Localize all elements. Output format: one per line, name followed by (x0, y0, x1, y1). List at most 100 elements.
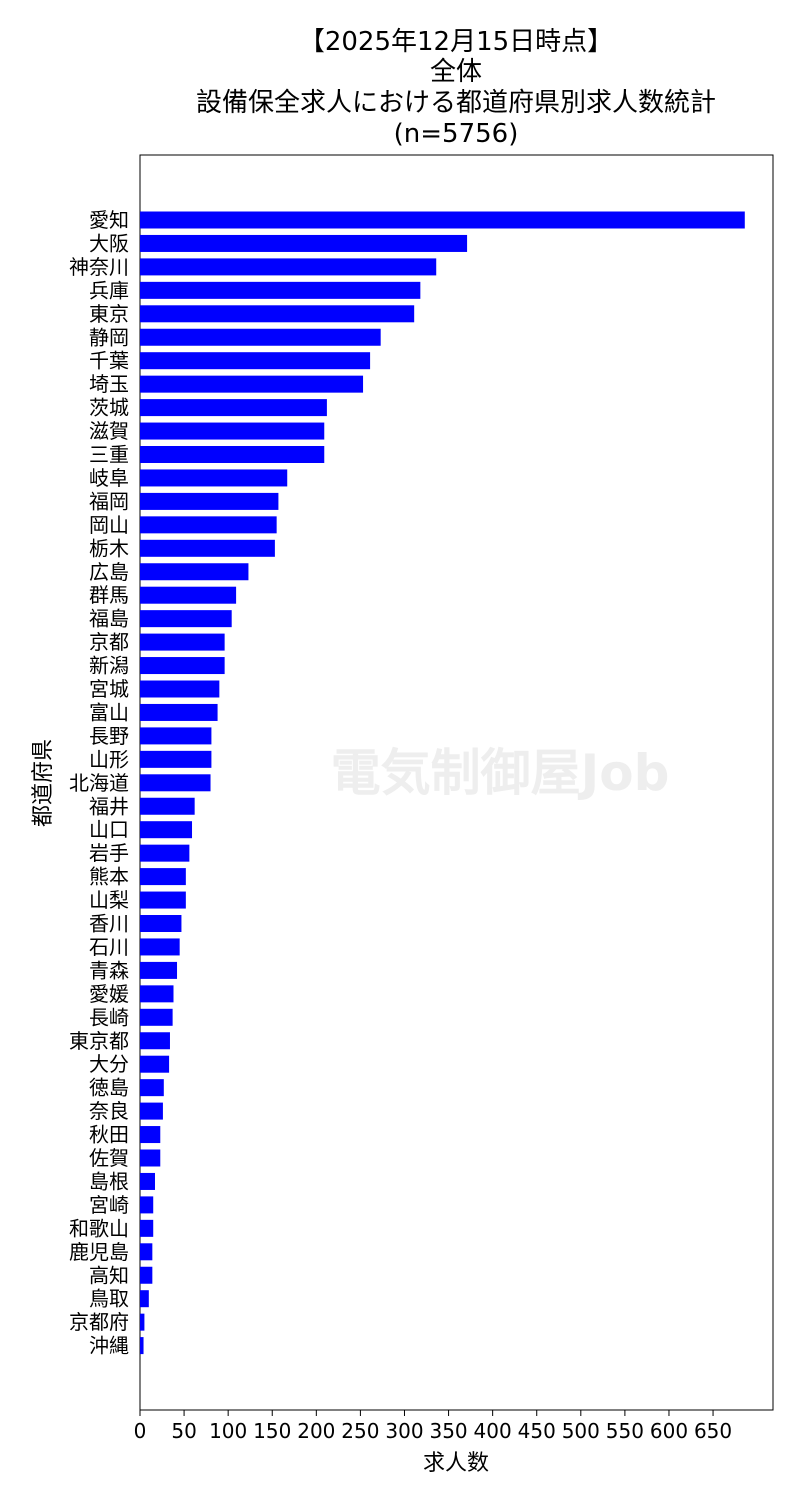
bar-秋田 (140, 1126, 161, 1144)
y-tick-label: 宮崎 (89, 1193, 129, 1217)
bar-鳥取 (140, 1290, 149, 1308)
y-tick-label: 福井 (89, 794, 129, 818)
y-axis-label: 都道府県 (31, 739, 56, 827)
bar-北海道 (140, 774, 211, 792)
y-tick-label: 茨城 (89, 396, 129, 420)
y-tick-label: 宮城 (89, 677, 129, 701)
y-tick-label: 石川 (89, 935, 129, 959)
watermark-logo: 電気制御屋Job (331, 744, 670, 802)
bar-愛知 (140, 211, 745, 229)
y-tick-label: 愛知 (89, 208, 129, 232)
x-tick-label: 150 (253, 1419, 291, 1443)
bar-宮城 (140, 680, 220, 698)
x-axis-label: 求人数 (423, 1451, 489, 1476)
y-tick-label: 熊本 (89, 865, 129, 889)
bar-山口 (140, 821, 193, 839)
y-tick-label: 三重 (89, 443, 129, 467)
y-tick-label: 沖縄 (89, 1334, 129, 1358)
y-tick-label: 佐賀 (89, 1146, 129, 1170)
y-tick-label: 奈良 (89, 1099, 129, 1123)
y-tick-label: 長崎 (89, 1005, 129, 1029)
x-tick-label: 350 (429, 1419, 467, 1443)
bar-群馬 (140, 586, 237, 604)
bar-和歌山 (140, 1219, 154, 1237)
y-tick-label: 大分 (89, 1052, 129, 1076)
x-tick-label: 600 (650, 1419, 688, 1443)
y-tick-label: 愛媛 (89, 982, 129, 1006)
y-tick-label: 栃木 (89, 536, 129, 560)
x-axis-ticks: 0 50 100 150 200 250 300 350 400 450 500 550 600 650 (134, 1410, 732, 1443)
title-line-1: 【2025年12月15日時点】 (299, 27, 613, 57)
bar-沖縄 (140, 1337, 144, 1355)
bar-兵庫 (140, 281, 421, 299)
bar-徳島 (140, 1079, 164, 1097)
bar-埼玉 (140, 375, 364, 393)
bar-奈良 (140, 1102, 163, 1120)
y-tick-label: 福岡 (89, 489, 129, 513)
bar-茨城 (140, 399, 327, 417)
y-tick-label: 山形 (89, 747, 129, 771)
bar-山梨 (140, 891, 186, 909)
bar-栃木 (140, 539, 275, 557)
y-tick-label: 新潟 (89, 654, 129, 678)
bar-千葉 (140, 352, 371, 370)
bar-鹿児島 (140, 1243, 153, 1261)
x-tick-label: 250 (341, 1419, 379, 1443)
bar-熊本 (140, 868, 186, 886)
title-line-4: (n=5756) (394, 119, 519, 149)
y-tick-label: 東京 (89, 302, 129, 326)
y-tick-label: 鹿児島 (69, 1240, 129, 1264)
y-tick-label: 山口 (89, 818, 129, 842)
bar-宮崎 (140, 1196, 154, 1214)
bar-東京 (140, 305, 415, 323)
y-tick-label: 富山 (89, 700, 129, 724)
bar-山形 (140, 750, 212, 768)
bar-神奈川 (140, 258, 437, 276)
y-tick-label: 和歌山 (69, 1216, 129, 1240)
y-tick-label: 岩手 (89, 841, 129, 865)
y-tick-label: 徳島 (89, 1076, 129, 1100)
y-tick-label: 埼玉 (89, 372, 129, 396)
chart-title: 【2025年12月15日時点】全体設備保全求人における都道府県別求人数統計(n=… (196, 27, 716, 149)
bar-京都 (140, 633, 225, 651)
bar-富山 (140, 703, 218, 721)
bar-島根 (140, 1172, 155, 1190)
y-tick-label: 鳥取 (89, 1287, 129, 1311)
bar-東京都 (140, 1032, 170, 1050)
y-tick-labels: 愛知大阪神奈川兵庫東京静岡千葉埼玉茨城滋賀三重岐阜福岡岡山栃木広島群馬福島京都新… (69, 208, 129, 1358)
bar-大分 (140, 1055, 170, 1073)
bar-佐賀 (140, 1149, 161, 1167)
title-line-3: 設備保全求人における都道府県別求人数統計 (196, 88, 716, 118)
y-tick-label: 神奈川 (69, 255, 129, 279)
y-tick-label: 高知 (89, 1263, 129, 1287)
title-line-2: 全体 (430, 57, 482, 87)
bar-青森 (140, 961, 178, 979)
y-tick-label: 群馬 (89, 583, 129, 607)
bar-京都府 (140, 1313, 145, 1331)
x-tick-label: 650 (694, 1419, 732, 1443)
bar-福井 (140, 797, 195, 815)
bar-愛媛 (140, 985, 174, 1003)
bars (140, 211, 745, 1355)
y-tick-label: 長野 (89, 724, 129, 748)
y-tick-label: 秋田 (89, 1123, 129, 1147)
x-tick-label: 200 (297, 1419, 335, 1443)
y-tick-label: 岡山 (89, 513, 129, 537)
x-tick-label: 450 (518, 1419, 556, 1443)
bar-福島 (140, 610, 232, 628)
bar-静岡 (140, 328, 381, 346)
x-tick-label: 300 (385, 1419, 423, 1443)
y-tick-label: 島根 (89, 1169, 129, 1193)
y-tick-label: 岐阜 (89, 466, 129, 490)
bar-滋賀 (140, 422, 325, 440)
x-tick-label: 0 (134, 1419, 147, 1443)
x-tick-label: 400 (474, 1419, 512, 1443)
y-tick-label: 静岡 (89, 325, 129, 349)
y-tick-label: 広島 (89, 560, 129, 584)
bar-広島 (140, 563, 249, 581)
y-tick-label: 大阪 (89, 231, 129, 255)
bar-長崎 (140, 1008, 173, 1026)
y-tick-label: 東京都 (69, 1029, 129, 1053)
bar-岐阜 (140, 469, 288, 487)
